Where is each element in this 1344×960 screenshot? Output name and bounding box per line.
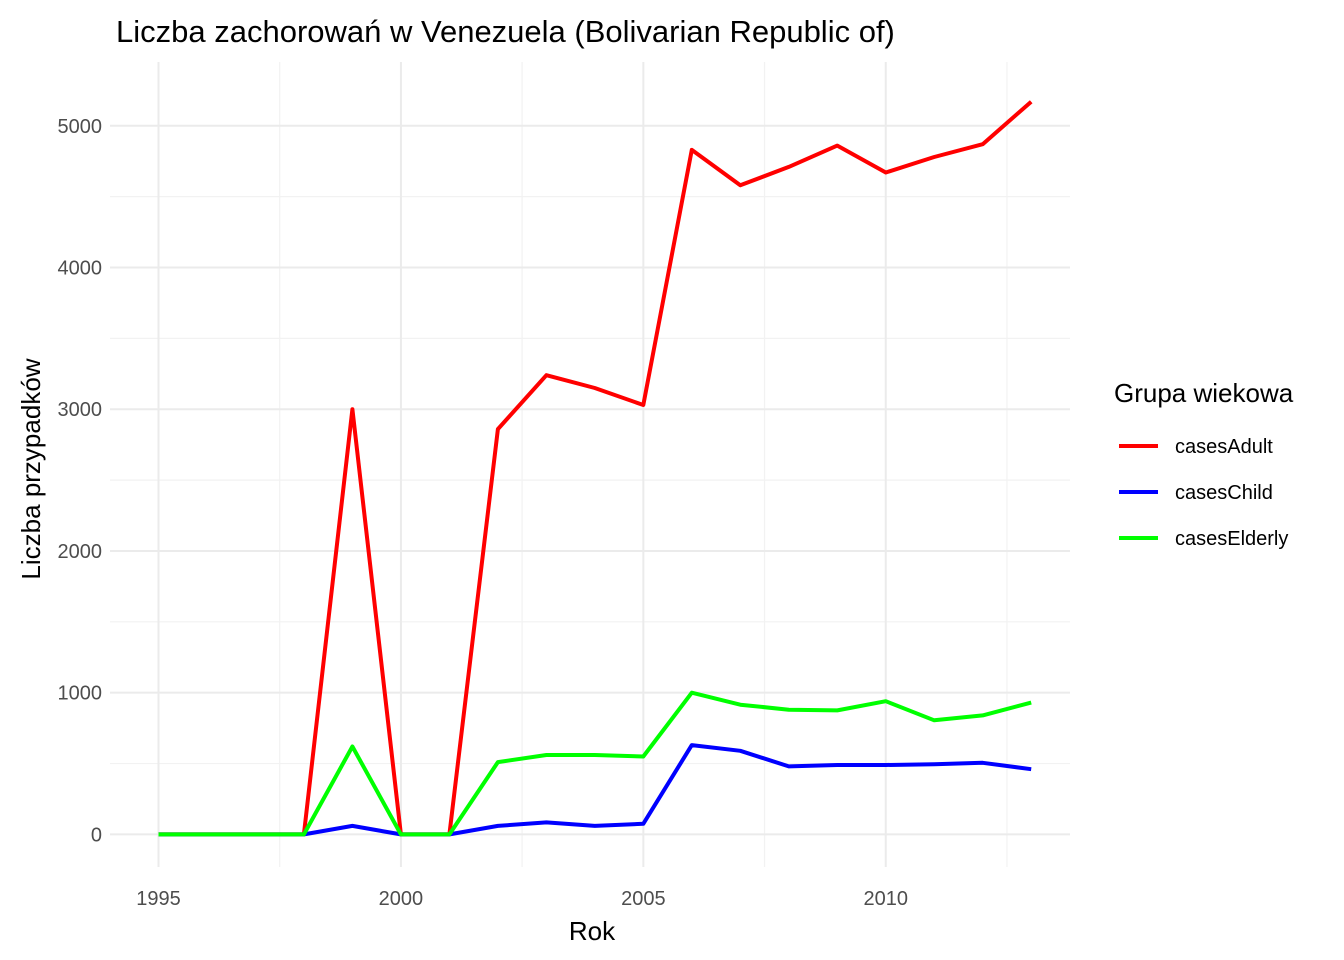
- legend-label-casesChild: casesChild: [1175, 482, 1273, 504]
- legend: Grupa wiekowa casesAdult casesChild casesE…: [1114, 378, 1294, 550]
- legend-title: Grupa wiekowa: [1114, 378, 1294, 408]
- legend-label-casesElderly: casesElderly: [1175, 528, 1288, 550]
- series-line-casesElderly: [158, 690, 1032, 837]
- y-tick-label: 5000: [58, 116, 103, 138]
- plot-grid: [110, 62, 1070, 867]
- x-axis-title: Rok: [569, 916, 616, 946]
- y-tick-label: 3000: [58, 399, 103, 421]
- x-tick-label: 1995: [136, 888, 181, 910]
- legend-label-casesAdult: casesAdult: [1175, 436, 1273, 458]
- y-axis-ticks: 0 1000 2000 3000 4000 5000: [58, 116, 103, 847]
- series-line-casesChild: [158, 743, 1032, 837]
- series-layer: [158, 100, 1033, 837]
- series-line-casesAdult: [158, 100, 1033, 837]
- x-tick-label: 2005: [621, 888, 666, 910]
- x-tick-label: 2000: [379, 888, 424, 910]
- y-tick-label: 1000: [58, 683, 103, 705]
- chart-title: Liczba zachorowań w Venezuela (Bolivaria…: [116, 14, 895, 49]
- x-tick-label: 2010: [864, 888, 909, 910]
- y-tick-label: 0: [91, 824, 102, 846]
- y-tick-label: 2000: [58, 541, 103, 563]
- y-axis-title: Liczba przypadków: [16, 358, 46, 579]
- x-axis-ticks: 1995 2000 2005 2010: [136, 888, 908, 910]
- y-tick-label: 4000: [58, 258, 103, 280]
